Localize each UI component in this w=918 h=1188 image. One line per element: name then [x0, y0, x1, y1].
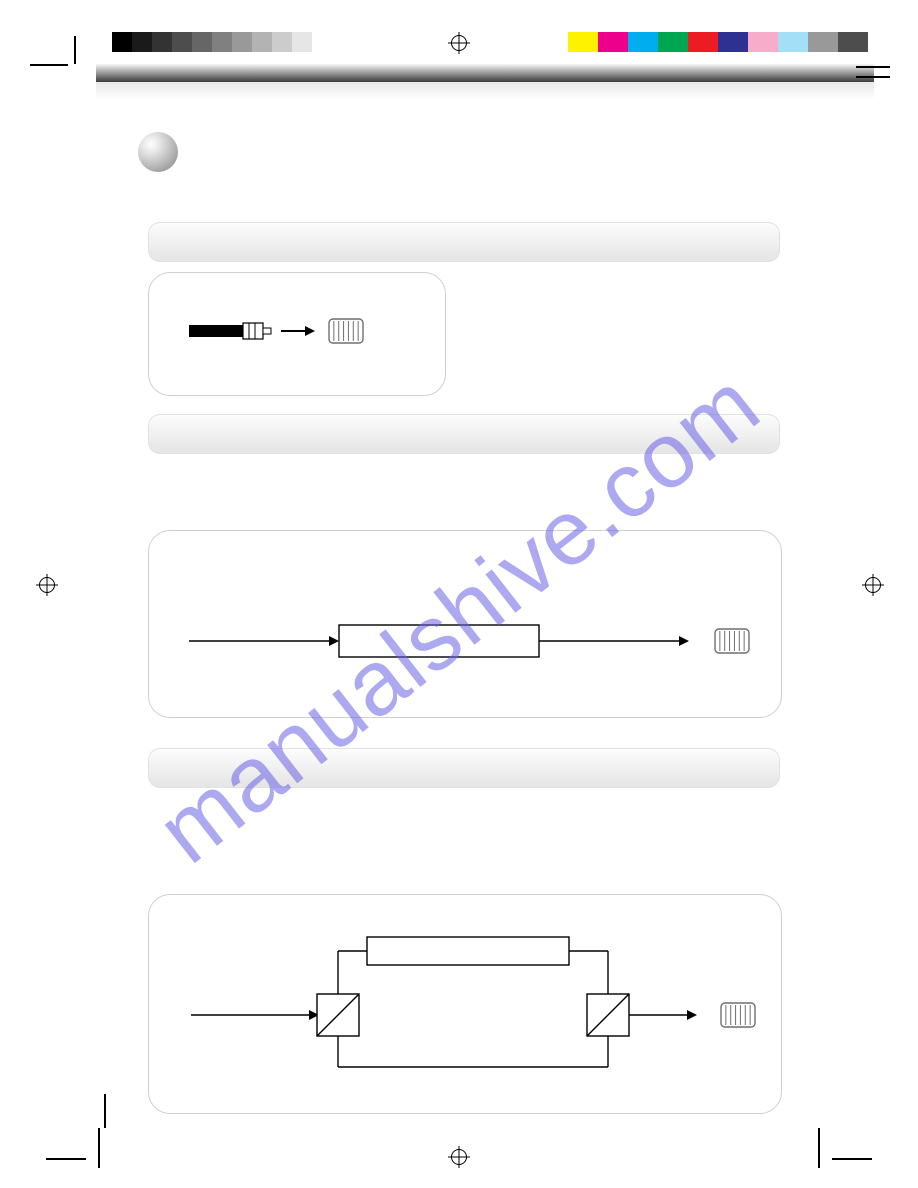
cable-to-jack-diagram [149, 273, 445, 395]
section-header-b [148, 414, 780, 454]
crop-mark-bottom-left [46, 1128, 106, 1168]
registration-mark-top [448, 32, 470, 54]
passthrough-diagram [149, 531, 781, 717]
cmyk-colorbar [568, 32, 868, 52]
section-bullet-icon [138, 132, 178, 172]
section-header-a [148, 222, 780, 262]
crop-mark-bottom-right [812, 1128, 872, 1168]
registration-mark-right [862, 574, 884, 596]
crop-mark-top-right [830, 58, 890, 98]
section-header-c [148, 748, 780, 788]
tick-mark [104, 1094, 106, 1128]
crop-mark-top-left [30, 36, 90, 76]
diagram-panel-a [148, 272, 446, 396]
registration-mark-bottom [448, 1146, 470, 1168]
grayscale-colorbar [112, 32, 332, 52]
header-gradient-rule [96, 64, 874, 100]
splitter-diagram [149, 895, 781, 1113]
registration-mark-left [36, 574, 58, 596]
diagram-panel-c [148, 894, 782, 1114]
diagram-panel-b [148, 530, 782, 718]
